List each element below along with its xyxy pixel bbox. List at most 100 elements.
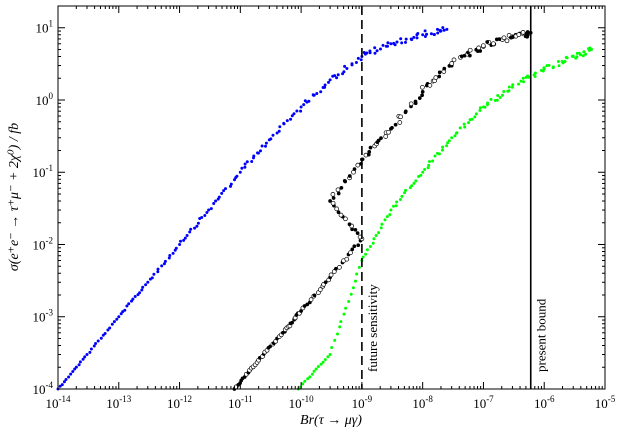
data-point-series-1 — [207, 208, 211, 212]
data-point-series-1 — [328, 78, 332, 82]
data-point-series-2 — [417, 96, 422, 100]
data-point-series-3 — [323, 358, 327, 362]
data-point-series-1 — [123, 308, 127, 312]
data-point-series-2 — [347, 222, 352, 227]
data-point-series-2 — [302, 304, 307, 308]
data-point-series-1 — [238, 170, 242, 174]
data-point-series-3 — [440, 148, 444, 152]
data-point-series-2 — [308, 297, 314, 302]
y-tick-label: 10-3 — [33, 308, 54, 325]
data-point-series-2 — [427, 83, 433, 88]
data-point-series-2 — [337, 265, 342, 270]
data-point-series-2 — [467, 47, 473, 53]
data-point-series-2 — [420, 89, 425, 94]
y-tick-label: 101 — [36, 19, 54, 36]
data-point-series-1 — [260, 144, 264, 148]
data-point-series-1 — [62, 380, 66, 384]
data-point-series-1 — [229, 184, 232, 188]
data-point-series-1 — [146, 280, 150, 284]
data-point-series-1 — [373, 46, 377, 50]
data-point-series-2 — [516, 32, 522, 37]
data-point-series-1 — [188, 230, 192, 234]
data-point-series-1 — [299, 109, 303, 113]
data-point-series-3 — [342, 312, 346, 316]
data-point-series-1 — [373, 51, 377, 55]
data-point-series-1 — [83, 355, 87, 359]
data-point-series-1 — [217, 195, 221, 199]
data-point-series-2 — [353, 227, 358, 232]
data-point-series-3 — [303, 379, 307, 383]
data-point-series-1 — [125, 304, 129, 308]
data-point-series-1 — [67, 375, 71, 379]
data-point-series-1 — [359, 58, 363, 62]
data-point-series-3 — [575, 55, 579, 59]
data-point-series-3 — [489, 97, 493, 101]
data-point-series-3 — [314, 367, 318, 371]
data-point-series-2 — [476, 45, 482, 51]
data-point-series-3 — [365, 248, 369, 252]
x-tick-label: 10-10 — [289, 394, 314, 411]
data-point-series-2 — [336, 210, 341, 215]
data-point-series-2 — [504, 38, 510, 44]
data-point-series-1 — [189, 227, 193, 231]
data-point-series-2 — [328, 272, 334, 278]
data-point-series-3 — [364, 252, 368, 256]
data-point-series-3 — [510, 85, 514, 89]
data-point-series-2 — [368, 145, 373, 150]
data-point-series-1 — [224, 187, 227, 191]
plot-frame — [57, 5, 606, 390]
data-point-series-2 — [344, 256, 350, 262]
data-point-series-1 — [259, 149, 262, 153]
data-point-series-1 — [362, 51, 366, 54]
data-point-series-3 — [412, 181, 416, 185]
data-point-series-1 — [375, 49, 379, 53]
data-point-series-1 — [335, 76, 339, 80]
data-point-series-1 — [167, 256, 171, 260]
data-point-series-1 — [112, 320, 116, 324]
data-point-series-3 — [385, 215, 389, 219]
data-point-series-3 — [478, 109, 482, 112]
data-point-series-3 — [392, 204, 395, 208]
data-point-series-1 — [212, 202, 216, 205]
data-point-series-1 — [264, 144, 267, 148]
data-point-series-1 — [205, 211, 209, 214]
data-point-series-1 — [404, 40, 407, 44]
data-point-series-2 — [290, 320, 294, 325]
data-point-series-1 — [178, 243, 182, 246]
data-point-series-3 — [565, 56, 569, 60]
data-point-series-1 — [195, 224, 199, 228]
data-point-series-1 — [106, 328, 110, 332]
data-point-series-3 — [445, 144, 449, 148]
data-point-series-3 — [542, 66, 546, 70]
data-point-series-3 — [354, 279, 357, 283]
data-point-series-2 — [379, 136, 383, 140]
data-point-series-3 — [310, 372, 314, 376]
y-tick-label: 10-1 — [33, 163, 54, 180]
data-point-series-1 — [303, 99, 307, 103]
data-point-series-1 — [425, 32, 429, 36]
data-point-series-3 — [582, 50, 586, 54]
data-point-series-2 — [468, 53, 472, 58]
data-point-series-1 — [99, 336, 103, 340]
data-point-series-2 — [403, 109, 408, 114]
data-point-series-1 — [350, 63, 354, 67]
data-point-series-3 — [433, 154, 437, 158]
data-point-series-3 — [344, 306, 348, 310]
data-point-series-1 — [307, 99, 311, 103]
data-point-series-3 — [427, 163, 431, 167]
data-point-series-2 — [437, 74, 442, 79]
data-point-series-2 — [420, 93, 424, 98]
data-point-series-3 — [563, 60, 567, 63]
data-point-series-3 — [419, 173, 423, 177]
data-point-series-1 — [315, 92, 319, 95]
data-points — [56, 26, 593, 391]
data-point-series-3 — [507, 89, 511, 93]
data-point-series-2 — [328, 199, 332, 203]
data-point-series-2 — [342, 178, 347, 183]
data-point-series-1 — [327, 80, 330, 84]
data-point-series-1 — [196, 221, 200, 225]
data-point-series-3 — [394, 204, 398, 208]
data-point-series-1 — [89, 347, 93, 351]
data-point-series-2 — [390, 125, 394, 130]
